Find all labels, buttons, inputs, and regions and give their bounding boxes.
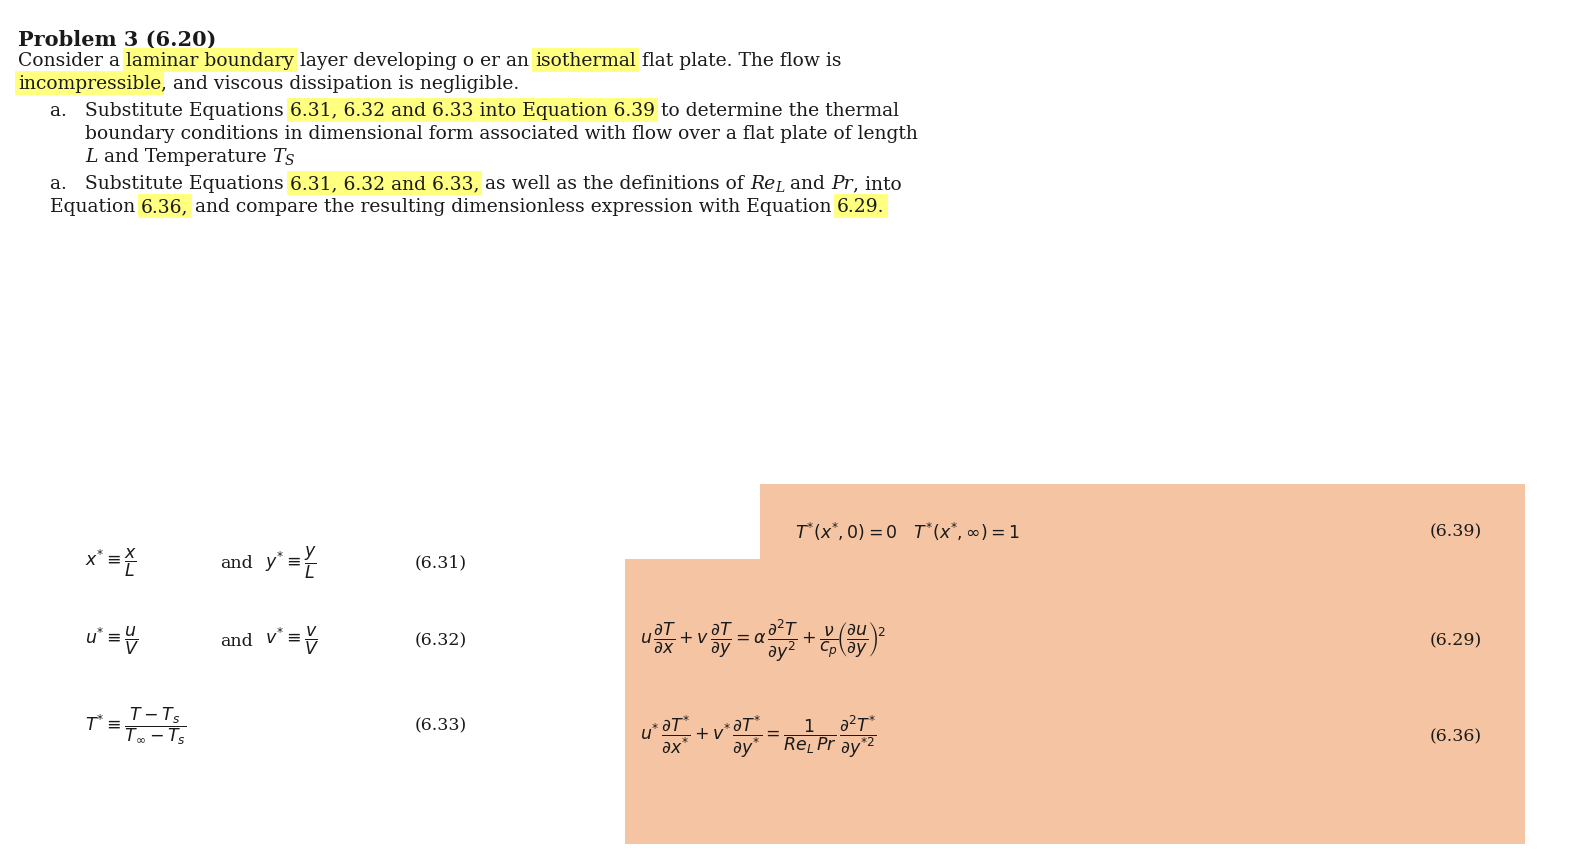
Text: $u^{*}\,\dfrac{\partial T^{*}}{\partial x^{*}} + v^{*}\,\dfrac{\partial T^{*}}{\: $u^{*}\,\dfrac{\partial T^{*}}{\partial …: [641, 713, 876, 759]
Text: to determine the thermal: to determine the thermal: [655, 102, 899, 120]
Text: , into: , into: [853, 175, 902, 193]
Text: flat plate. The flow is: flat plate. The flow is: [636, 52, 842, 70]
Bar: [625, 560, 1525, 844]
Text: (6.31): (6.31): [414, 554, 467, 571]
Text: 6.36,: 6.36,: [141, 198, 188, 216]
Text: L: L: [775, 181, 785, 195]
Text: $u\,\dfrac{\partial T}{\partial x} + v\,\dfrac{\partial T}{\partial y} = \alpha\: $u\,\dfrac{\partial T}{\partial x} + v\,…: [641, 617, 886, 664]
Text: (6.36): (6.36): [1430, 728, 1482, 745]
Text: a.   Substitute Equations: a. Substitute Equations: [51, 102, 290, 120]
Text: $x^{*} \equiv \dfrac{x}{L}$: $x^{*} \equiv \dfrac{x}{L}$: [85, 546, 138, 579]
Text: boundary conditions in dimensional form associated with flow over a flat plate o: boundary conditions in dimensional form …: [85, 125, 918, 143]
Bar: [759, 485, 1525, 569]
Text: Equation: Equation: [51, 198, 141, 216]
Text: Pr: Pr: [832, 175, 853, 193]
Text: as well as the definitions of: as well as the definitions of: [479, 175, 750, 193]
Text: 6.31, 6.32 and 6.33,: 6.31, 6.32 and 6.33,: [290, 175, 479, 193]
Text: Re: Re: [750, 175, 775, 193]
Text: S: S: [285, 154, 294, 168]
Text: $T^{*} \equiv \dfrac{T - T_s}{T_{\infty} - T_s}$: $T^{*} \equiv \dfrac{T - T_s}{T_{\infty}…: [85, 705, 187, 746]
Text: $T^{*}(x^{*},0) = 0 \quad T^{*}(x^{*},\infty) = 1$: $T^{*}(x^{*},0) = 0 \quad T^{*}(x^{*},\i…: [796, 521, 1020, 543]
Text: L: L: [85, 148, 98, 166]
Text: Consider a: Consider a: [17, 52, 127, 70]
Text: and: and: [220, 554, 253, 571]
Text: Problem 3 (6.20): Problem 3 (6.20): [17, 30, 217, 50]
Text: 6.31, 6.32 and 6.33 into Equation 6.39: 6.31, 6.32 and 6.33 into Equation 6.39: [290, 102, 655, 120]
Text: and compare the resulting dimensionless expression with Equation: and compare the resulting dimensionless …: [188, 198, 837, 216]
Text: (6.39): (6.39): [1430, 523, 1482, 540]
Text: incompressible: incompressible: [17, 75, 161, 93]
Text: $y^{*} \equiv \dfrac{y}{L}$: $y^{*} \equiv \dfrac{y}{L}$: [266, 544, 316, 580]
Text: (6.29): (6.29): [1430, 632, 1482, 648]
Text: isothermal: isothermal: [535, 52, 636, 70]
Text: and: and: [220, 632, 253, 648]
Text: $u^{*} \equiv \dfrac{u}{V}$: $u^{*} \equiv \dfrac{u}{V}$: [85, 624, 139, 656]
Text: (6.32): (6.32): [414, 632, 467, 648]
Text: , and viscous dissipation is negligible.: , and viscous dissipation is negligible.: [161, 75, 519, 93]
Text: laminar boundary: laminar boundary: [127, 52, 294, 70]
Text: (6.33): (6.33): [414, 717, 467, 734]
Text: a.   Substitute Equations: a. Substitute Equations: [51, 175, 290, 193]
Text: and Temperature: and Temperature: [98, 148, 272, 166]
Text: and: and: [785, 175, 832, 193]
Text: 6.29.: 6.29.: [837, 198, 884, 216]
Text: layer developing o er an: layer developing o er an: [294, 52, 535, 70]
Text: $v^{*} \equiv \dfrac{v}{V}$: $v^{*} \equiv \dfrac{v}{V}$: [266, 624, 320, 656]
Text: T: T: [272, 148, 285, 166]
